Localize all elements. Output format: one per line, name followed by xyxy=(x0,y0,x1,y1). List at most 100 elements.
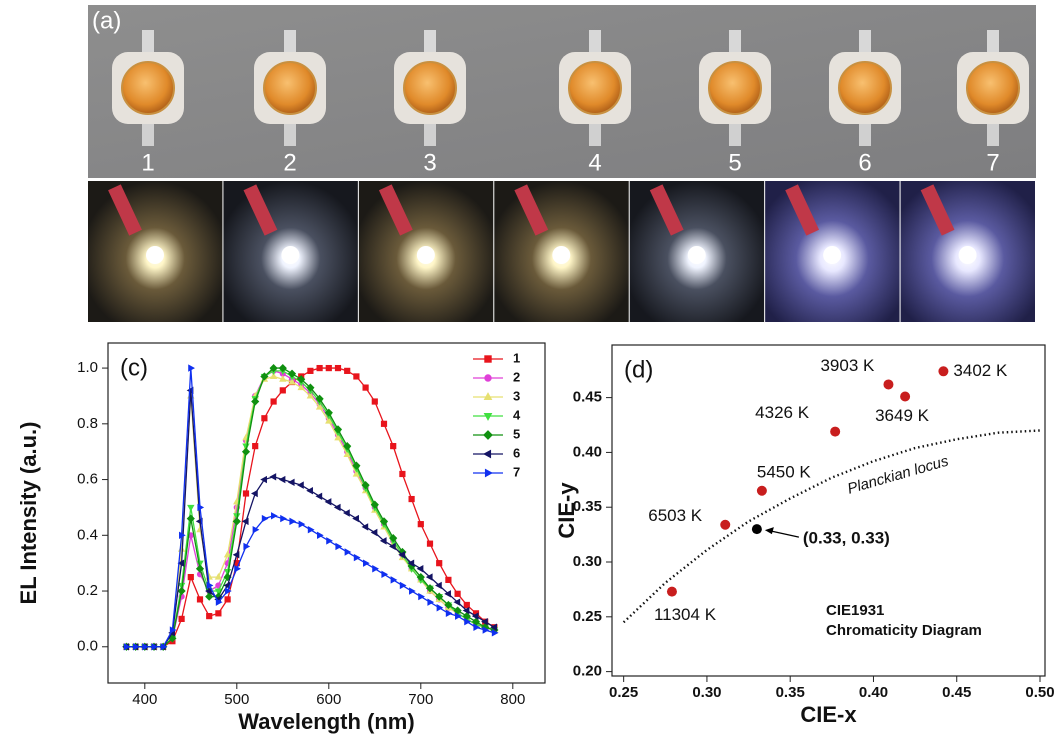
legend-label: 7 xyxy=(513,464,520,479)
chromaticity-point xyxy=(830,427,840,437)
marker xyxy=(455,591,460,596)
reference-label: (0.33, 0.33) xyxy=(803,529,890,548)
chromaticity-point xyxy=(757,486,767,496)
annotation: CIE1931 xyxy=(826,602,884,619)
marker xyxy=(345,368,350,373)
led-label: 1 xyxy=(141,149,154,176)
cct-label: 11304 K xyxy=(654,605,717,624)
x-tick-label: 0.35 xyxy=(776,684,805,701)
legend-label: 6 xyxy=(513,445,520,460)
legend-label: 4 xyxy=(513,407,521,422)
page-body: (a) 1234567 4005006007008000.00.20.40.60… xyxy=(0,0,1062,737)
y-tick-label: 0.4 xyxy=(77,526,98,543)
marker xyxy=(188,574,193,579)
panel-label: (c) xyxy=(120,354,148,381)
marker xyxy=(262,416,267,421)
marker xyxy=(437,561,442,566)
chromaticity-point xyxy=(938,366,948,376)
marker xyxy=(179,616,184,621)
y-axis-title: EL Intensity (a.u.) xyxy=(16,422,41,605)
emission-core xyxy=(688,246,706,264)
marker xyxy=(225,597,230,602)
reference-point xyxy=(752,524,762,534)
planckian-locus xyxy=(624,430,1040,622)
chromaticity-point xyxy=(883,379,893,389)
marker xyxy=(409,496,414,501)
emission-core xyxy=(417,246,435,264)
legend-label: 5 xyxy=(513,426,520,441)
series-line xyxy=(126,368,494,647)
y-tick-label: 1.0 xyxy=(77,359,98,376)
emission-core xyxy=(552,246,570,264)
series-line xyxy=(126,371,494,647)
led-label: 3 xyxy=(423,149,436,176)
marker xyxy=(262,516,267,522)
marker xyxy=(289,479,294,485)
y-tick-label: 0.25 xyxy=(573,608,602,625)
chromaticity-point xyxy=(900,392,910,402)
marker xyxy=(427,541,432,546)
y-tick-label: 0.40 xyxy=(573,443,602,460)
led-dome xyxy=(967,62,1019,114)
x-tick-label: 0.45 xyxy=(942,684,971,701)
x-tick-label: 800 xyxy=(500,691,525,708)
marker xyxy=(381,421,386,426)
led-dome xyxy=(569,62,621,114)
chromaticity-point xyxy=(667,587,677,597)
marker xyxy=(308,368,313,373)
marker xyxy=(207,614,212,619)
marker xyxy=(253,444,258,449)
chromaticity-point xyxy=(720,520,730,530)
marker xyxy=(326,365,331,370)
cct-label: 6503 K xyxy=(648,506,703,525)
marker xyxy=(363,385,368,390)
series-line xyxy=(126,368,494,647)
emission-core xyxy=(959,246,977,264)
marker xyxy=(446,577,451,582)
marker xyxy=(372,399,377,404)
led-dome xyxy=(122,62,174,114)
marker xyxy=(446,610,451,616)
marker xyxy=(485,356,491,362)
marker xyxy=(484,450,490,457)
marker xyxy=(188,505,194,510)
y-tick-label: 0.8 xyxy=(77,415,98,432)
marker xyxy=(280,477,285,483)
marker xyxy=(418,522,423,527)
legend-label: 1 xyxy=(513,350,520,365)
y-tick-label: 0.20 xyxy=(573,663,602,680)
x-tick-label: 600 xyxy=(316,691,341,708)
marker xyxy=(464,602,469,607)
marker xyxy=(391,444,396,449)
marker xyxy=(290,519,295,525)
marker xyxy=(281,516,286,522)
marker xyxy=(317,365,322,370)
led-dome xyxy=(264,62,316,114)
x-tick-label: 0.40 xyxy=(859,684,888,701)
marker xyxy=(485,375,491,381)
x-tick-label: 0.25 xyxy=(609,684,638,701)
emission-row xyxy=(88,181,1035,322)
figure: (a) 1234567 4005006007008000.00.20.40.60… xyxy=(0,0,1062,737)
y-tick-label: 0.6 xyxy=(77,471,98,488)
x-tick-label: 500 xyxy=(224,691,249,708)
marker xyxy=(270,474,275,480)
marker xyxy=(335,365,340,370)
series-line xyxy=(126,368,494,647)
page: LED figure {"photos": {"panel_label": "(… xyxy=(0,0,1062,737)
legend-label: 3 xyxy=(513,388,520,403)
x-tick-label: 0.50 xyxy=(1025,684,1054,701)
led-label: 6 xyxy=(858,149,871,176)
x-tick-label: 400 xyxy=(132,691,157,708)
panel-label: (d) xyxy=(624,356,653,383)
legend-label: 2 xyxy=(513,369,520,384)
marker xyxy=(280,388,285,393)
marker xyxy=(178,588,185,595)
marker xyxy=(354,374,359,379)
marker xyxy=(243,491,248,496)
arrow-head xyxy=(765,527,774,534)
y-tick-label: 0.0 xyxy=(77,638,98,655)
marker xyxy=(485,469,491,476)
photo-panel: (a) 1234567 xyxy=(88,5,1036,322)
